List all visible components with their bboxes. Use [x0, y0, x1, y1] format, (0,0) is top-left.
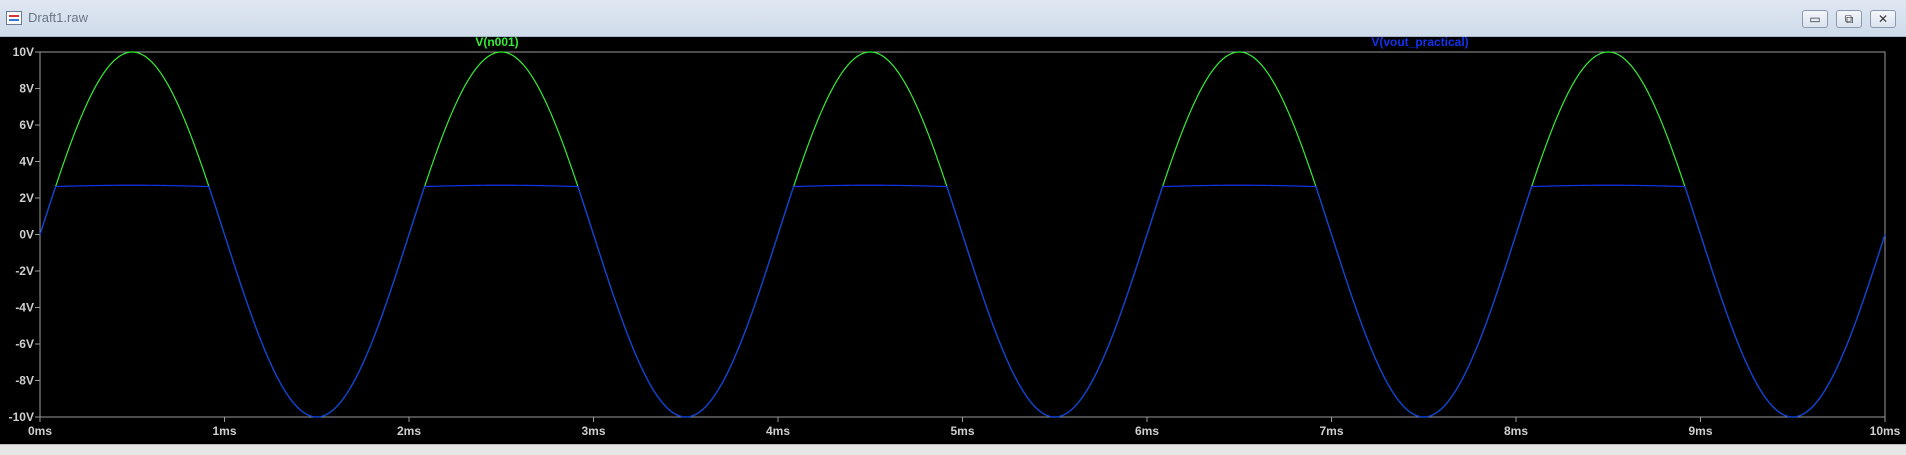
waveform-viewer-icon: [6, 11, 22, 25]
x-tick-label: 8ms: [1504, 424, 1528, 438]
plot-pane[interactable]: 10V 8V 6V 4V 2V 0V -2V -4V -6V -8V -10V 0ms 1ms 2ms 3m…: [0, 35, 1906, 444]
x-tick-label: 7ms: [1319, 424, 1343, 438]
y-tick-label: -8V: [15, 374, 34, 388]
x-tick-label: 3ms: [581, 424, 605, 438]
minimize-button[interactable]: ▭: [1802, 10, 1828, 28]
x-tick-label: 4ms: [766, 424, 790, 438]
status-strip: [0, 444, 1906, 455]
x-tick-label: 5ms: [950, 424, 974, 438]
x-tick-label: 10ms: [1870, 424, 1901, 438]
x-tick-label: 0ms: [28, 424, 52, 438]
y-tick-label: 6V: [19, 118, 34, 132]
window-title: Draft1.raw: [28, 10, 88, 25]
x-tick-label: 6ms: [1135, 424, 1159, 438]
y-tick-label: 0V: [19, 228, 34, 242]
x-tick-label: 1ms: [212, 424, 236, 438]
restore-button[interactable]: ⧉: [1836, 10, 1862, 28]
legend-v-n001: V(n001): [475, 37, 518, 49]
y-tick-label: -6V: [15, 337, 34, 351]
y-tick-label: 10V: [13, 45, 34, 59]
legend-vout-practical: V(vout_practical): [1371, 37, 1468, 49]
series-line-vout-practical: [39, 184, 1886, 418]
y-tick-label: -4V: [15, 301, 34, 315]
y-tick-label: 8V: [19, 82, 34, 96]
y-tick-label: 4V: [19, 155, 34, 169]
y-tick-label: -2V: [15, 264, 34, 278]
x-tick-label: 9ms: [1688, 424, 1712, 438]
y-tick-label: -10V: [9, 410, 34, 424]
title-bar[interactable]: Draft1.raw ▭ ⧉ ✕: [0, 0, 1906, 37]
close-button[interactable]: ✕: [1870, 10, 1896, 28]
x-tick-label: 2ms: [397, 424, 421, 438]
y-tick-label: 2V: [19, 191, 34, 205]
